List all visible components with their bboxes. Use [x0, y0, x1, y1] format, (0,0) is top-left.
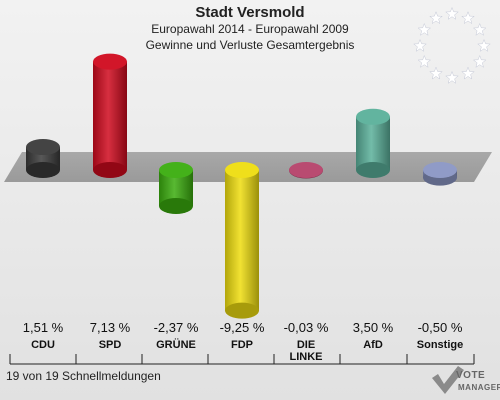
eu-star-icon [472, 22, 487, 36]
value-label: -0,03 % [284, 320, 329, 335]
value-label: -0,50 % [418, 320, 463, 335]
eu-stars-icon [413, 6, 491, 84]
bar-top-cap [225, 162, 259, 178]
bar-top-cap [356, 108, 390, 125]
bar-body [93, 61, 127, 170]
value-label: 3,50 % [353, 320, 394, 335]
eu-star-icon [461, 11, 475, 25]
bar-top-cap [423, 162, 457, 178]
bar-die-linke [289, 162, 323, 179]
bar-top-cap [26, 139, 60, 156]
bar-bottom-cap [26, 162, 60, 178]
chart-title: Stadt Versmold [195, 4, 305, 21]
eu-star-icon [417, 54, 432, 68]
vote-manager-check-icon [432, 366, 464, 394]
category-label: CDU [31, 339, 55, 351]
eu-star-icon [472, 54, 487, 68]
bar-bottom-cap [225, 302, 259, 319]
bar-top-cap [159, 162, 193, 178]
bar-bottom-cap [93, 162, 127, 178]
value-label: -2,37 % [154, 320, 199, 335]
eu-star-icon [445, 6, 459, 20]
logo-name: VOTE [456, 370, 486, 381]
bar-top-cap [289, 162, 323, 178]
category-label: DIE [297, 339, 315, 351]
bar-bottom-cap [159, 198, 193, 215]
value-label: 7,13 % [90, 320, 131, 335]
bar-top-cap [93, 53, 127, 70]
category-label: Sonstige [417, 339, 463, 351]
chart-subtitle: Europawahl 2014 - Europawahl 2009 [151, 22, 349, 36]
eu-star-icon [429, 11, 443, 25]
bar-cdu [26, 139, 60, 178]
footer-status: 19 von 19 Schnellmeldungen [6, 369, 161, 383]
bar-sonstige [423, 162, 457, 186]
bar-fdp [225, 162, 259, 319]
bar-spd [93, 53, 127, 178]
eu-star-icon [413, 38, 427, 52]
eu-star-icon [445, 70, 459, 84]
logo-sub: MANAGER [458, 383, 500, 392]
eu-star-icon [417, 22, 432, 36]
bar-body [225, 170, 259, 311]
eu-star-icon [477, 38, 491, 52]
category-label: FDP [231, 339, 253, 351]
chart-subtitle-2: Gewinne und Verluste Gesamtergebnis [145, 38, 355, 52]
eu-star-icon [461, 66, 475, 80]
bar-afd [356, 108, 390, 178]
category-label: AfD [363, 339, 383, 351]
category-label: GRÜNE [156, 338, 196, 351]
category-label: SPD [99, 339, 122, 351]
value-label: 1,51 % [23, 320, 64, 335]
eu-star-icon [429, 66, 443, 80]
bar-body [356, 116, 390, 170]
category-label: LINKE [290, 351, 323, 363]
bar-bottom-cap [356, 162, 390, 178]
bar-gr-ne [159, 162, 193, 215]
value-label: -9,25 % [220, 320, 265, 335]
